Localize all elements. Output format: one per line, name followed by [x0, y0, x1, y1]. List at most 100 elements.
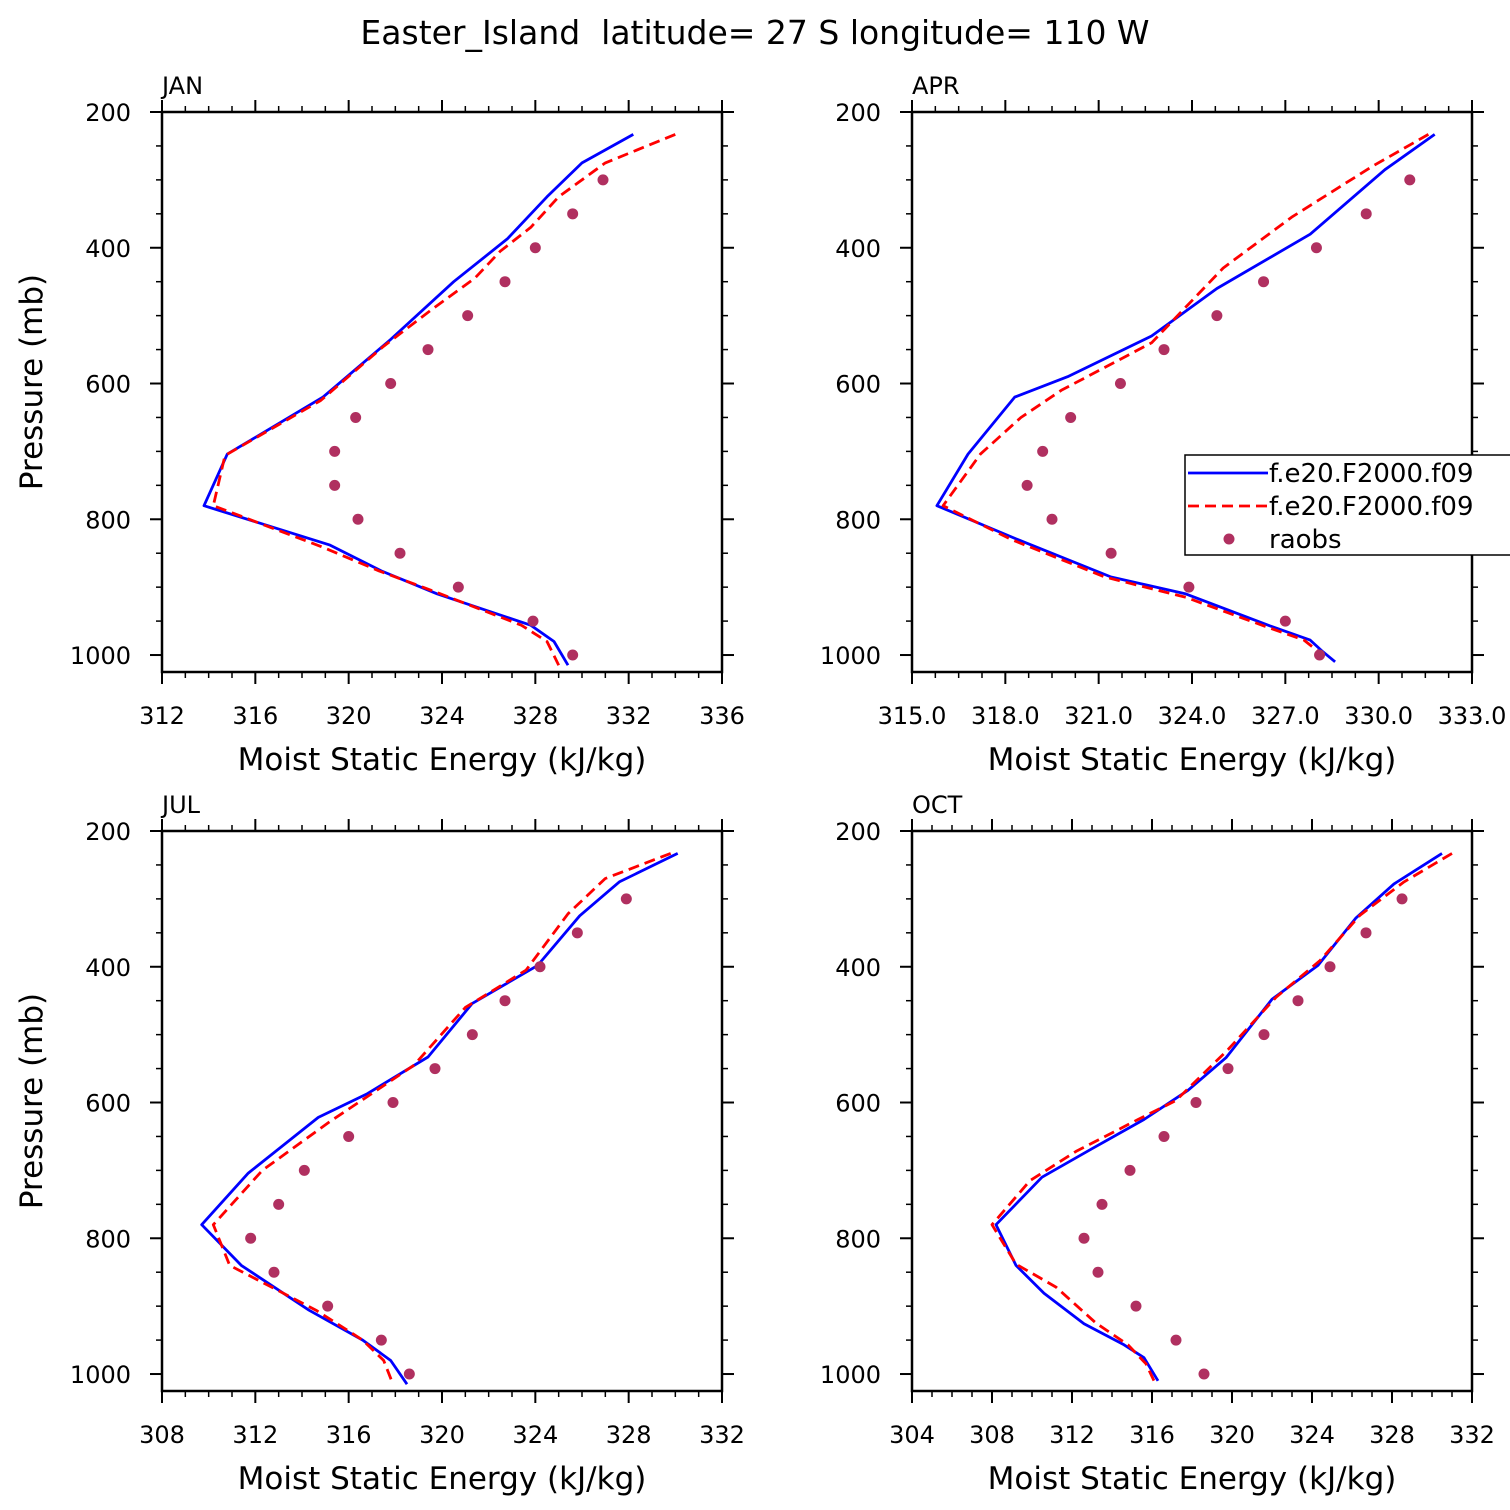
legend-label: f.e20.F2000.f09 [1269, 459, 1474, 489]
raobs-point [534, 961, 546, 973]
panel-jan-frame [160, 110, 724, 674]
raobs-point [567, 649, 579, 661]
x-tick-label: 308 [969, 1421, 1015, 1449]
raobs-point [1198, 1368, 1210, 1380]
x-tick-label: 332 [606, 702, 652, 730]
panel-jan-xlabel: Moist Static Energy (kJ/kg) [238, 742, 647, 778]
x-tick-label: 332 [1449, 1421, 1495, 1449]
y-tick-label: 600 [85, 371, 131, 399]
raobs-point [1065, 411, 1077, 423]
y-tick-label: 1000 [70, 1361, 131, 1389]
y-tick-label: 800 [85, 506, 131, 534]
raobs-point [1404, 174, 1416, 186]
raobs-point [1324, 961, 1336, 973]
x-tick-label: 312 [1049, 1421, 1095, 1449]
raobs-point [387, 1097, 399, 1109]
panel-jul-ylabel: Pressure (mb) [14, 993, 50, 1209]
raobs-point [1124, 1164, 1136, 1176]
y-tick-label: 200 [835, 99, 881, 127]
raobs-point [452, 581, 464, 593]
panel-apr-xlabel: Moist Static Energy (kJ/kg) [988, 742, 1397, 778]
raobs-point [567, 208, 579, 220]
raobs-point [1310, 242, 1322, 254]
x-tick-label: 308 [139, 1421, 185, 1449]
raobs-point [1105, 547, 1117, 559]
x-tick-label: 312 [139, 702, 185, 730]
raobs-point [499, 995, 511, 1007]
raobs-point [1222, 1063, 1234, 1075]
y-tick-label: 200 [85, 818, 131, 846]
raobs-point [1360, 208, 1372, 220]
raobs-point [527, 615, 539, 627]
raobs-point [499, 276, 511, 288]
raobs-point [1183, 581, 1195, 593]
raobs-point [1078, 1232, 1090, 1244]
raobs-point [322, 1300, 334, 1312]
raobs-point [466, 1029, 478, 1041]
raobs-point [1092, 1266, 1104, 1278]
panel-jul-frame [160, 829, 724, 1393]
raobs-point [375, 1334, 387, 1346]
x-tick-label: 328 [606, 1421, 652, 1449]
x-tick-label: 330.0 [1344, 702, 1413, 730]
panel-jul-plot-area [200, 852, 679, 1385]
raobs-point [620, 893, 632, 905]
raobs-point [462, 310, 474, 322]
raobs-point [1279, 615, 1291, 627]
raobs-point [1158, 1130, 1170, 1142]
panel-oct: 304 308 312 316 320 324 328 332 200 400 600 800 1000… [820, 791, 1495, 1497]
x-tick-label: 304 [889, 1421, 935, 1449]
x-tick-label: 332 [699, 1421, 745, 1449]
raobs-point [1396, 893, 1408, 905]
panel-apr-label: APR [912, 72, 960, 100]
x-tick-label: 327.0 [1251, 702, 1320, 730]
raobs-point [1190, 1097, 1202, 1109]
series-line-red-dashed [941, 133, 1430, 657]
panel-oct-label: OCT [912, 791, 963, 819]
y-tick-label: 200 [85, 99, 131, 127]
y-tick-label: 600 [835, 371, 881, 399]
x-tick-label: 321.0 [1064, 702, 1133, 730]
x-tick-label: 320 [419, 1421, 465, 1449]
raobs-point [329, 479, 341, 491]
raobs-point [571, 927, 583, 939]
series-line-blue-solid [994, 852, 1443, 1382]
y-tick-label: 800 [835, 506, 881, 534]
raobs-point [298, 1164, 310, 1176]
y-tick-label: 400 [835, 235, 881, 263]
y-tick-label: 600 [85, 1090, 131, 1118]
x-tick-label: 336 [699, 702, 745, 730]
x-tick-label: 320 [1209, 1421, 1255, 1449]
x-tick-label: 316 [326, 1421, 372, 1449]
raobs-point [422, 344, 434, 356]
panel-jul-label: JUL [160, 791, 201, 819]
x-tick-label: 324 [419, 702, 465, 730]
panel-jul-xlabel: Moist Static Energy (kJ/kg) [238, 1461, 647, 1497]
raobs-point [329, 445, 341, 457]
y-tick-label: 800 [85, 1225, 131, 1253]
x-tick-label: 324 [512, 1421, 558, 1449]
x-tick-label: 328 [512, 702, 558, 730]
x-tick-label: 324 [1289, 1421, 1335, 1449]
legend-label: raobs [1269, 525, 1342, 555]
y-tick-label: 1000 [820, 642, 881, 670]
x-tick-label: 315.0 [878, 702, 947, 730]
raobs-point [268, 1266, 280, 1278]
raobs-point [1158, 344, 1170, 356]
x-tick-label: 316 [1129, 1421, 1175, 1449]
raobs-point [597, 174, 609, 186]
panel-oct-xlabel: Moist Static Energy (kJ/kg) [988, 1461, 1397, 1497]
raobs-point [429, 1063, 441, 1075]
x-tick-label: 320 [326, 702, 372, 730]
raobs-point [1211, 310, 1223, 322]
panel-oct-frame [910, 829, 1474, 1393]
y-tick-label: 400 [835, 954, 881, 982]
raobs-point [1021, 479, 1033, 491]
series-line-red-dashed [211, 852, 672, 1385]
series-line-red-dashed [990, 852, 1453, 1382]
raobs-point [1170, 1334, 1182, 1346]
legend-label: f.e20.F2000.f09 [1269, 492, 1474, 522]
series-line-red-dashed [211, 133, 676, 666]
